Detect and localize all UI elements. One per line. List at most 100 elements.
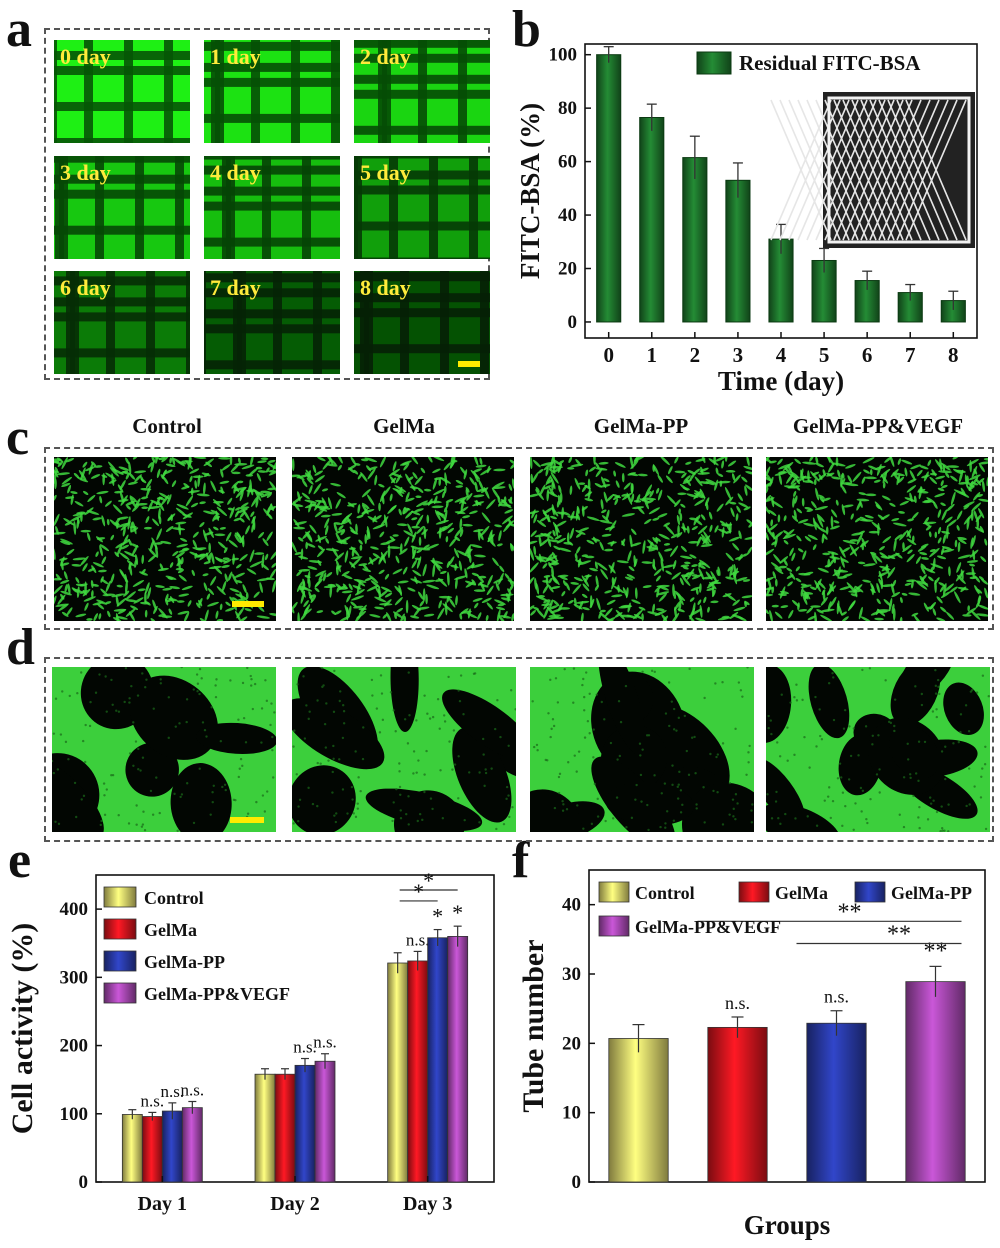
chart-f-y-tick-label: 40 [562, 895, 581, 916]
chart-e-bar [181, 1107, 203, 1183]
chart-e-bracket-label: * [413, 879, 424, 904]
chart-e-y-tick-label: 200 [60, 1036, 89, 1057]
panel-a-day-label: 8 day [360, 275, 411, 300]
chart-e-legend-swatch [103, 950, 137, 972]
panel-c-column-title: Control [132, 414, 202, 438]
chart-e-bar [141, 1116, 163, 1183]
panel-a-tile: 2 day [354, 40, 490, 143]
chart-e-legend-swatch [103, 918, 137, 940]
panel-c-column-title: GelMa [373, 414, 435, 438]
chart-e-sig-label: n.s. [313, 1033, 337, 1052]
chart-b-x-tick-label: 6 [862, 343, 873, 367]
panel-label-a: a [6, 1, 32, 58]
chart-e-x-tick-label: Day 3 [403, 1193, 452, 1215]
chart-f-sig-label: n.s. [725, 993, 750, 1013]
chart-b-inset-scaffold [770, 92, 975, 248]
panel-c-image [530, 457, 752, 621]
chart-e-bar [274, 1073, 296, 1183]
chart-f-y-tick-label: 0 [572, 1172, 582, 1193]
chart-f-legend-label: GelMa [775, 883, 828, 903]
chart-f-y-tick-label: 10 [562, 1103, 581, 1124]
chart-f-sig-label: ** [924, 938, 948, 964]
panel-a-day-label: 1 day [210, 44, 261, 69]
panel-a-tile: 6 day [54, 271, 190, 374]
chart-e-y-tick-label: 100 [60, 1104, 89, 1125]
chart-e-bar [121, 1114, 143, 1183]
chart-f-y-tick-label: 30 [562, 964, 581, 985]
chart-e-y-tick-label: 300 [60, 967, 89, 988]
chart-e-legend-label: GelMa [144, 920, 197, 940]
chart-f-bar [608, 1038, 669, 1183]
chart-b-x-tick-label: 3 [733, 343, 744, 367]
panel-d-image [292, 667, 516, 832]
chart-b-bar [725, 179, 751, 323]
chart-e-sig-label: n.s. [161, 1082, 185, 1101]
panel-a-tile: 5 day [354, 156, 490, 259]
panel-a-day-label: 6 day [60, 275, 111, 300]
panel-a-day-label: 7 day [210, 275, 261, 300]
panel-d-image [530, 667, 754, 832]
chart-e-ylabel: Cell activity (%) [6, 923, 39, 1135]
chart-b-bar [596, 54, 622, 323]
chart-e-sig-label: n.s. [293, 1038, 317, 1057]
scale-bar-c [232, 601, 264, 607]
panel-c-image [766, 457, 988, 621]
chart-b-xlabel: Time (day) [718, 366, 844, 396]
panel-a-day-label: 5 day [360, 160, 411, 185]
chart-e-legend-label: GelMa-PP [144, 952, 225, 972]
chart-f-axes-frame [588, 869, 986, 1183]
panel-a-tile: 8 day [354, 271, 490, 374]
chart-e-bar [254, 1073, 276, 1183]
chart-b-y-tick-label: 80 [558, 98, 577, 119]
chart-f-legend-swatch [854, 881, 886, 903]
chart-b-ylabel: FITC-BSA (%) [515, 103, 545, 279]
chart-e-x-tick-label: Day 1 [138, 1193, 187, 1215]
panel-label-c: c [6, 409, 30, 466]
chart-f-legend-swatch [598, 915, 630, 937]
chart-f-legend-label: GelMa-PP&VEGF [635, 917, 781, 937]
panel-a-tile: 7 day [204, 271, 340, 374]
panel-label-d: d [6, 619, 35, 676]
panel-c-image [292, 457, 514, 621]
chart-e-legend-swatch [103, 982, 137, 1004]
chart-f: 0 10 20 30 40 n.s. n.s. ** ** ** Groups Tube number… [517, 869, 986, 1240]
panel-d-image [52, 667, 276, 832]
chart-e-y-tick-label: 400 [60, 899, 89, 920]
chart-b-y-tick-label: 20 [558, 259, 577, 280]
chart-f-xlabel: Groups [744, 1210, 831, 1240]
panel-label-f: f [512, 832, 530, 889]
chart-e-sig-label: * [432, 904, 443, 929]
scale-bar-a [458, 361, 480, 367]
chart-b-x-tick-label: 7 [905, 343, 916, 367]
chart-b-y-tick-label: 40 [558, 205, 577, 226]
chart-e-bar [294, 1064, 316, 1183]
panel-a-day-label: 4 day [210, 160, 261, 185]
panel-a-day-label: 2 day [360, 44, 411, 69]
chart-b-x-tick-label: 4 [776, 343, 787, 367]
chart-e-sig-label: n.s. [141, 1091, 165, 1110]
chart-b-x-tick-label: 1 [647, 343, 658, 367]
chart-b-bar [682, 157, 708, 323]
chart-f-ylabel: Tube number [517, 939, 550, 1112]
chart-f-legend-swatch [738, 881, 770, 903]
chart-b-bar [639, 117, 665, 323]
panel-c-frame [44, 447, 994, 630]
panel-a-tile: 4 day [204, 156, 340, 259]
chart-f-bar [905, 981, 966, 1183]
chart-f-bracket-label: ** [887, 921, 911, 947]
chart-b-y-tick-label: 0 [568, 312, 578, 333]
panel-d-image [766, 667, 990, 832]
panel-d-frame [44, 657, 994, 842]
chart-f-sig-label: n.s. [824, 987, 849, 1007]
chart-e-legend-label: Control [144, 888, 204, 908]
chart-e-bar [407, 960, 429, 1183]
scale-bar-d [230, 817, 264, 823]
chart-f-bar [707, 1026, 768, 1183]
chart-e-sig-label: * [452, 900, 463, 925]
chart-b-y-tick-label: 100 [549, 45, 578, 66]
panel-a-tile: 1 day [204, 40, 340, 143]
chart-b-x-tick-label: 2 [690, 343, 701, 367]
chart-e-sig-label: n.s. [181, 1080, 205, 1099]
panel-a-tile: 0 day [54, 40, 190, 143]
